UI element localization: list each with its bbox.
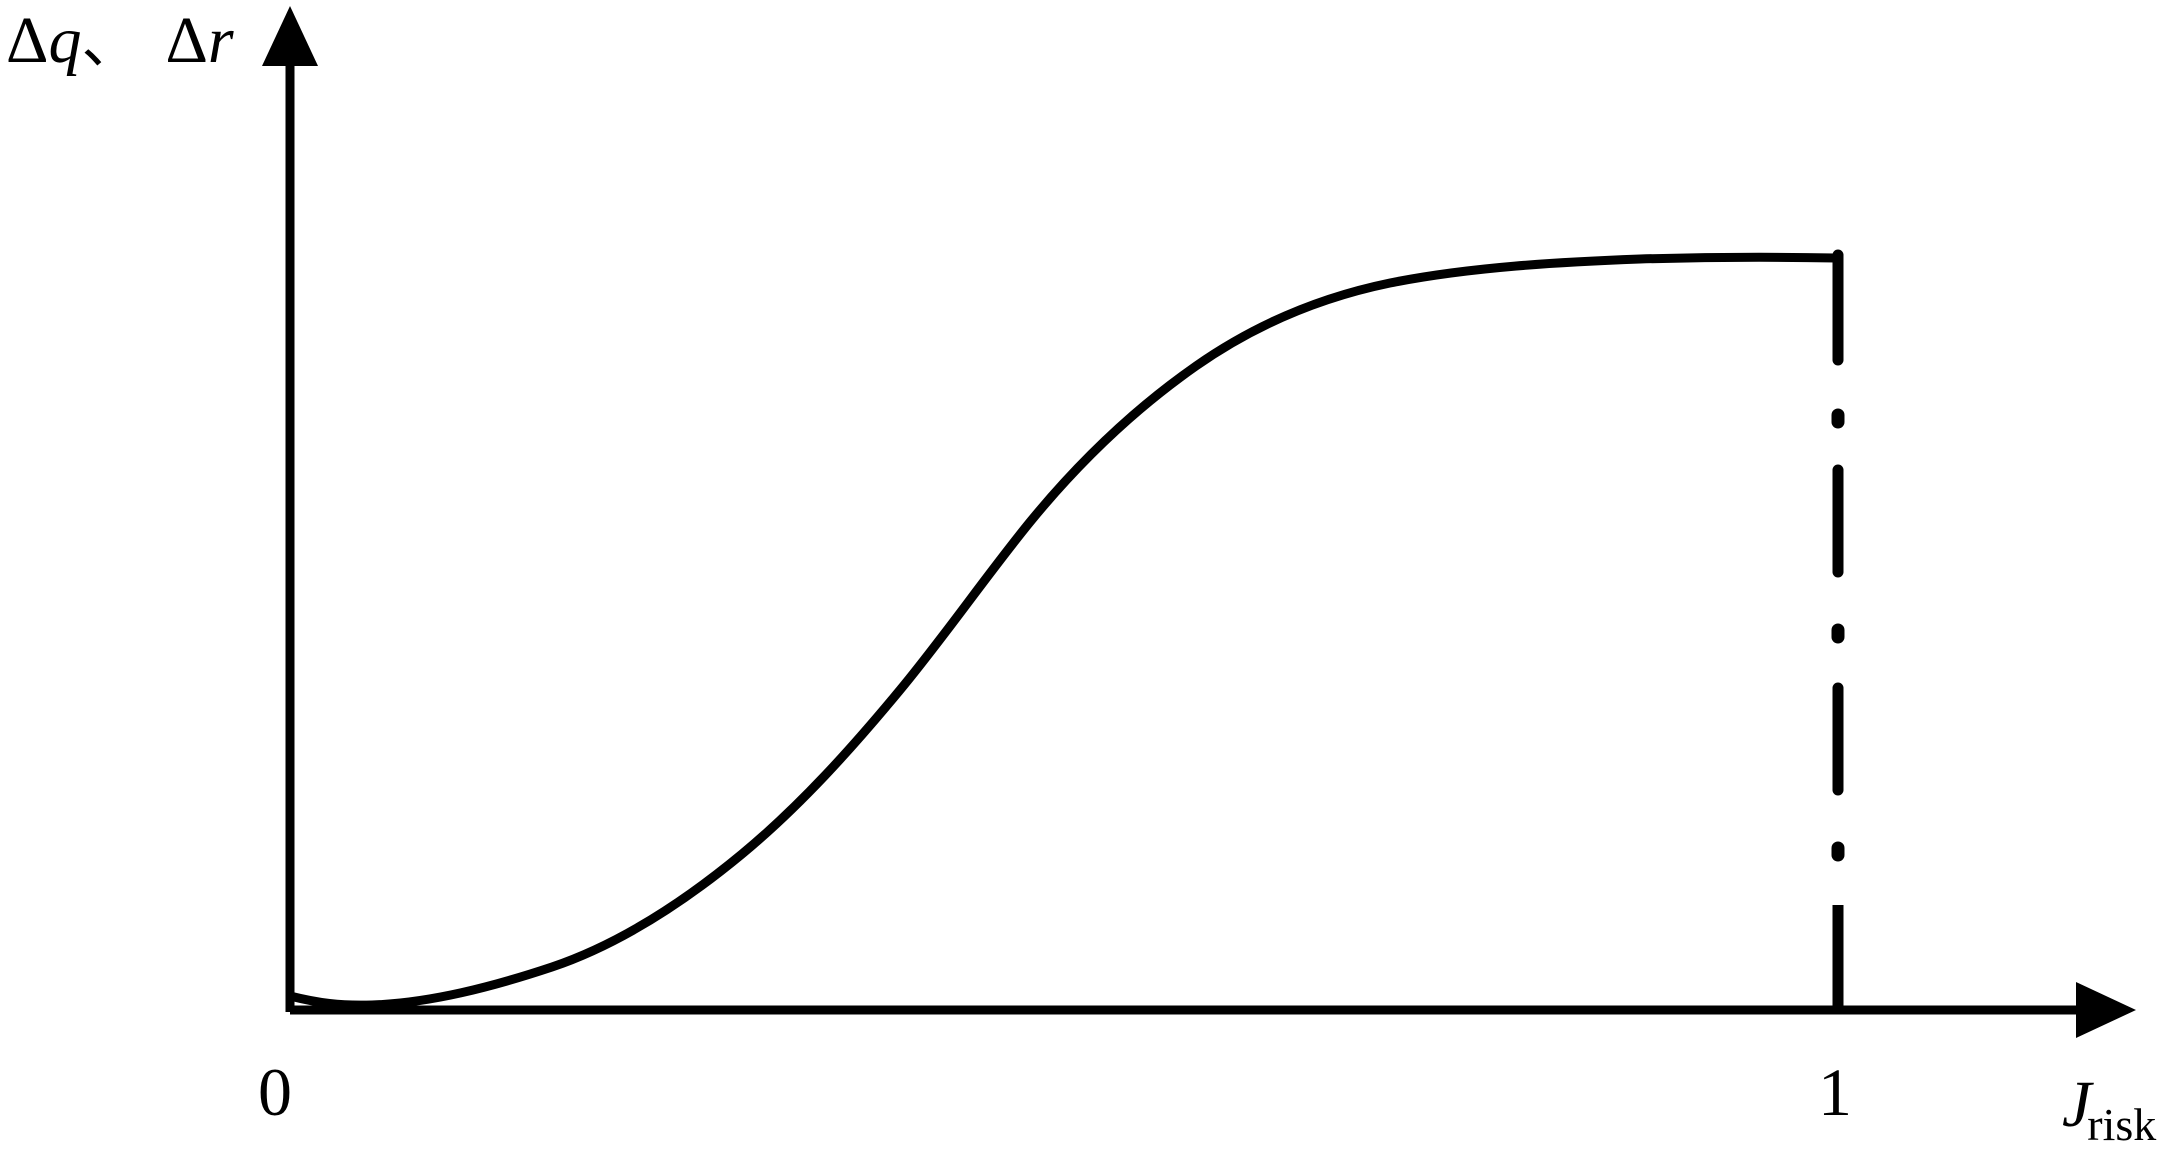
y-axis-label-separator: 、 (81, 8, 140, 76)
y-axis-label-variable-q: q (48, 4, 82, 77)
y-axis-arrowhead (262, 6, 318, 66)
y-axis-label-delta-2: Δ (165, 4, 208, 77)
y-axis-label: Δq、 Δr (6, 8, 234, 74)
x-axis-label-subscript: risk (2087, 1099, 2157, 1150)
y-axis-label-delta-1: Δ (6, 4, 49, 77)
x-tick-label-zero: 0 (258, 1054, 292, 1130)
response-curve (285, 252, 1841, 1010)
y-axis (262, 6, 318, 1012)
x-axis-label: Jrisk (2062, 1072, 2160, 1148)
x-axis-arrowhead (2076, 982, 2136, 1038)
x-tick-label-one: 1 (1818, 1054, 1852, 1130)
x-axis (290, 982, 2136, 1038)
y-axis-label-variable-r: r (207, 4, 234, 77)
x-axis-label-symbol: J (2062, 1068, 2092, 1141)
